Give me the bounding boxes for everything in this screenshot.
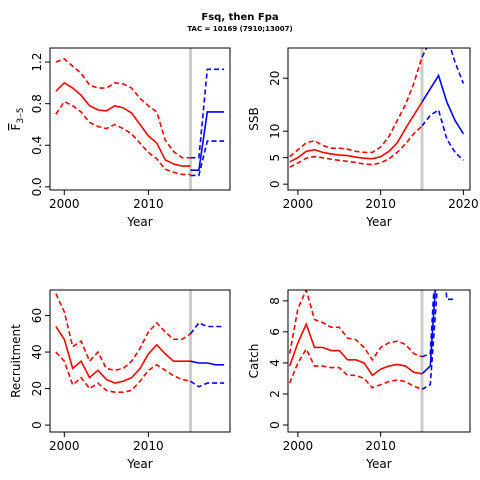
plot-frame [49,289,231,433]
y-tick-label: 0 [268,421,282,429]
y-tick-label: 4 [268,359,282,367]
series-line [421,290,437,375]
y-tick-label: 0 [268,180,282,188]
y-tick-label: 0.8 [30,94,44,113]
series-line [421,48,465,84]
x-tick-label: 2020 [448,197,479,211]
y-tick-label: 40 [30,344,44,359]
y-tick-label: 6 [268,328,282,336]
series-line [288,321,423,377]
series-line [190,68,225,159]
y-tick-label: 20 [30,381,44,396]
y-tick-label: 60 [30,308,44,323]
series-line [55,326,191,384]
x-tick-label: 2010 [365,439,396,453]
panel: 2000 2010 0.0 0.4 0.8 1.2 Year F3–5 [9,47,231,229]
plot-frame [287,47,471,191]
y-axis-label: Catch [247,344,261,379]
x-tick-label: 2000 [49,197,80,211]
x-tick-label: 2000 [283,439,314,453]
panel: 2000 2010 0 2 4 6 8 Year Catch [247,289,471,471]
x-tick-label: 2000 [283,197,314,211]
series-line [55,58,191,159]
x-axis-label: Year [126,457,152,471]
figure-title: Fsq, then Fpa [201,12,278,23]
series-line [289,125,423,168]
y-axis-label-sub: 3–5 [16,108,26,124]
series-line [289,101,423,163]
y-tick-label: 8 [268,297,282,305]
y-tick-label: 1.2 [30,52,44,71]
series-line [190,140,225,177]
x-axis-label: Year [365,215,391,229]
panel: 2000 2010 0 20 40 60 Year Recruitment [9,289,231,471]
series-line [421,73,465,135]
x-tick-label: 2010 [133,439,164,453]
y-tick-label: 2 [268,390,282,398]
series-line [189,321,225,335]
series-line [288,347,423,391]
x-axis-label: Year [126,215,152,229]
y-axis-label-main: F [9,123,23,130]
y-tick-label: 10 [268,124,282,139]
series-line [55,293,191,372]
series-line [55,100,191,176]
plot-frame [287,289,471,433]
plot-frame [49,47,231,191]
series-line [190,380,225,388]
series-line [190,360,225,366]
series-line [55,81,191,167]
x-tick-label: 2010 [133,197,164,211]
y-axis-label-main: Recruitment [9,324,23,398]
series-line [55,351,191,394]
y-tick-label: 20 [268,71,282,86]
x-tick-label: 2000 [49,439,80,453]
x-axis-label: Year [365,457,391,471]
series-line [288,290,423,362]
series-line [421,290,456,358]
y-tick-label: 0.0 [30,177,44,196]
series-line [421,108,464,161]
panel: 2000 2010 2020 0 5 10 20 Year SSB [247,47,479,229]
y-tick-label: 0.4 [30,136,44,155]
y-axis-label: SSB [247,107,261,130]
y-axis-label: Recruitment [9,324,23,398]
figure-subtitle: TAC = 10169 (7910;13007) [187,25,292,33]
y-axis-label-main: Catch [247,344,261,379]
y-axis-label: F3–5 [9,108,26,131]
x-tick-label: 2010 [365,197,396,211]
y-tick-label: 5 [268,154,282,162]
series-line [421,290,438,391]
series-line [289,56,423,158]
series-line [190,111,225,172]
y-axis-label-main: SSB [247,107,261,130]
y-tick-label: 0 [30,421,44,429]
